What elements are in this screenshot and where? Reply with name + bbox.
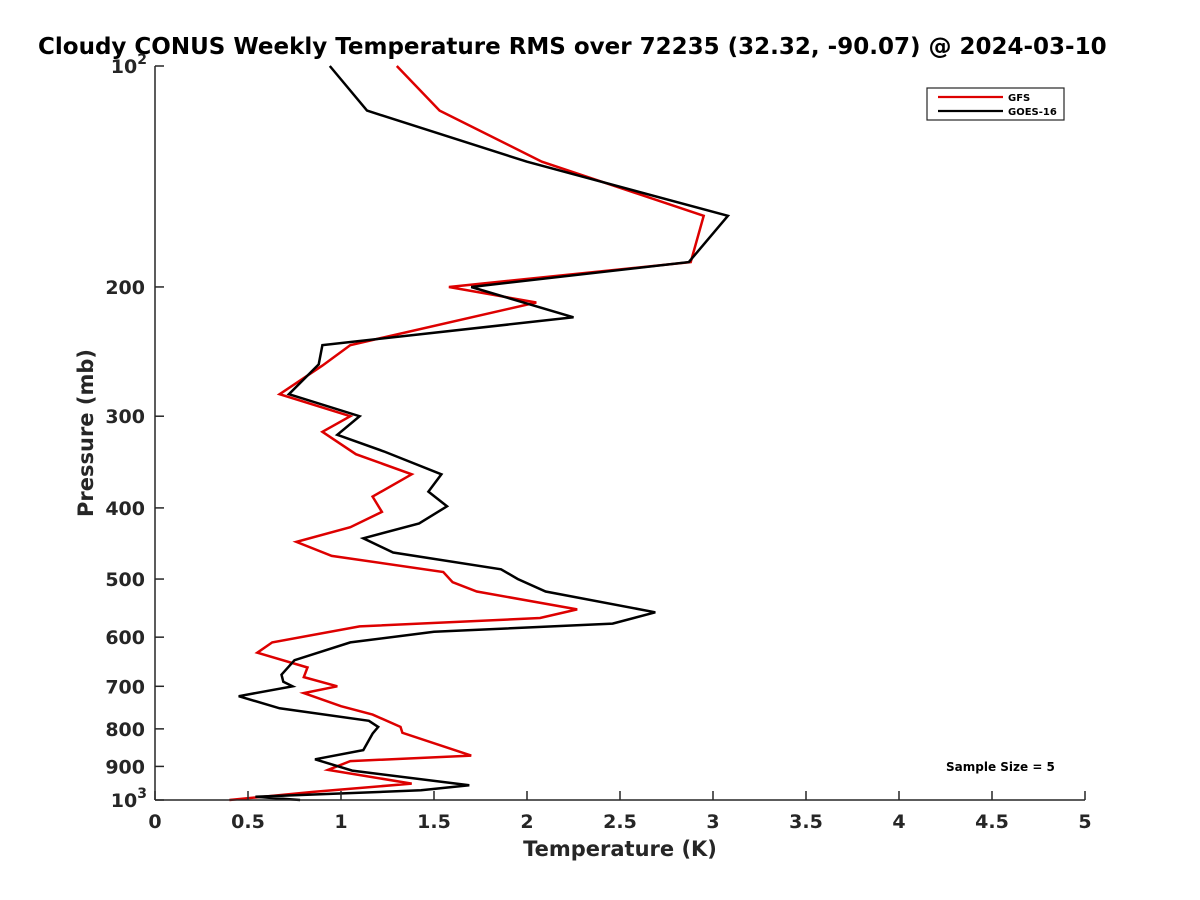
x-ticks: 0 0.5 1 1.5 2 2.5 3 3.5 4 4.5 5 — [148, 791, 1092, 833]
y-ticks: 102 200 300 400 500 600 700 800 900 103 — [105, 52, 164, 812]
x-tick-label: 2 — [520, 811, 533, 833]
x-axis-label: Temperature (K) — [523, 837, 717, 861]
series-line-goes16 — [238, 65, 731, 802]
y-tick-label: 500 — [105, 569, 145, 591]
y-tick-label: 400 — [105, 498, 145, 520]
y-tick-label: 200 — [105, 277, 145, 299]
y-tick-label: 800 — [105, 719, 145, 741]
sample-size-annotation: Sample Size = 5 — [946, 760, 1055, 774]
series-layer — [229, 65, 731, 802]
y-axis-label: Pressure (mb) — [74, 349, 98, 517]
x-tick-label: 2.5 — [603, 811, 637, 833]
series-line-gfs — [229, 65, 706, 802]
legend: GFS GOES-16 — [926, 87, 1065, 121]
x-tick-label: 0 — [148, 811, 161, 833]
legend-label-gfs: GFS — [1008, 93, 1030, 104]
x-tick-label: 3 — [706, 811, 719, 833]
legend-box — [926, 87, 1065, 121]
y-tick-label: 700 — [105, 676, 145, 698]
x-tick-label: 4 — [892, 811, 905, 833]
x-tick-label: 0.5 — [231, 811, 265, 833]
y-tick-label: 102 — [111, 52, 147, 78]
y-tick-label: 600 — [105, 627, 145, 649]
x-tick-label: 5 — [1078, 811, 1091, 833]
axes-layer — [154, 66, 1085, 801]
x-tick-label: 4.5 — [975, 811, 1009, 833]
chart-title: Cloudy CONUS Weekly Temperature RMS over… — [38, 34, 1107, 60]
x-tick-label: 1 — [334, 811, 347, 833]
y-tick-label: 300 — [105, 406, 145, 428]
x-tick-label: 3.5 — [789, 811, 823, 833]
y-tick-label: 900 — [105, 756, 145, 778]
y-tick-label: 103 — [111, 786, 147, 812]
legend-label-goes16: GOES-16 — [1008, 107, 1057, 118]
x-tick-label: 1.5 — [417, 811, 451, 833]
